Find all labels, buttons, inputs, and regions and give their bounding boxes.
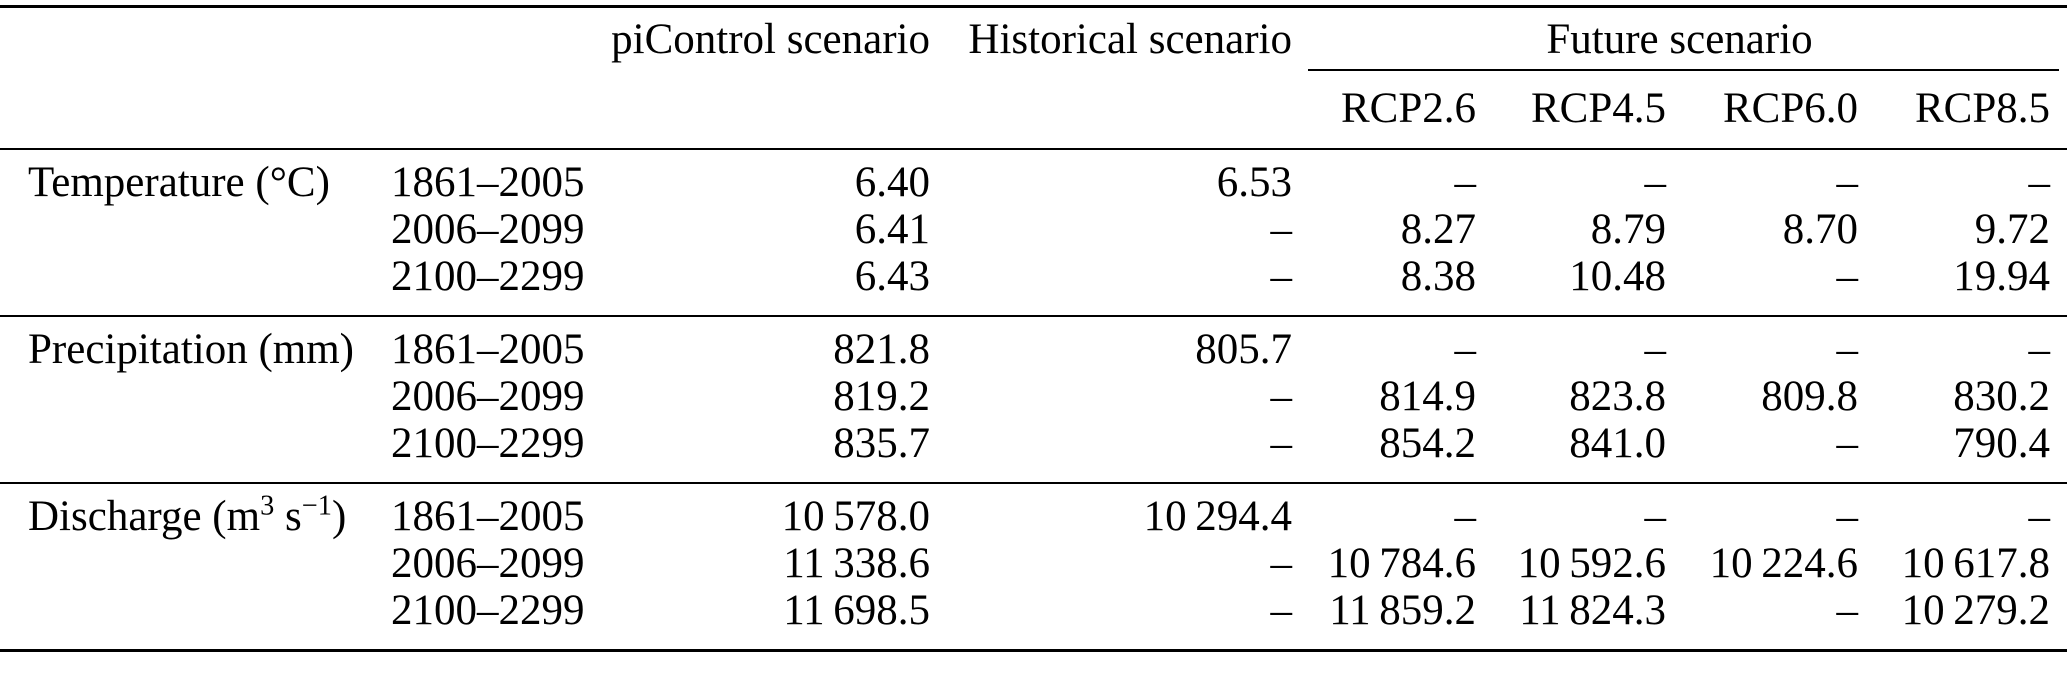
header-picontrol: piControl scenario: [611, 15, 930, 63]
cell-rcp26: –: [1454, 158, 1477, 206]
cell-rcp60: 10 224.6: [1709, 540, 1858, 588]
cell-rcp85: 10 617.8: [1901, 540, 2051, 588]
cell-rcp45: 8.79: [1590, 205, 1666, 253]
cell-rcp45: 10.48: [1569, 252, 1666, 300]
cell-rcp85: 9.72: [1974, 205, 2051, 253]
table-row: 2006–2099 819.2 – 814.9 823.8 809.8 830.…: [0, 372, 2067, 421]
table-row: 2100–2299 6.43 – 8.38 10.48 – 19.94: [0, 254, 2067, 316]
cell-rcp45: –: [1644, 493, 1667, 541]
cell-period: 1861–2005: [391, 325, 585, 373]
table-row: 2006–2099 6.41 – 8.27 8.79 8.70 9.72: [0, 205, 2067, 254]
cell-historical: 6.53: [1216, 158, 1292, 206]
cell-rcp26: 10 784.6: [1327, 540, 1476, 588]
cell-historical: –: [1270, 587, 1293, 635]
cell-rcp45: 823.8: [1569, 372, 1666, 420]
header-empty-cell: [0, 70, 1292, 150]
header-rcp85: RCP8.5: [1858, 70, 2067, 150]
header-rcp26: RCP2.6: [1292, 70, 1476, 150]
cell-rcp85: 19.94: [1953, 252, 2051, 300]
cell-rcp60: –: [1836, 493, 1859, 541]
cell-picontrol: 821.8: [833, 325, 930, 373]
cell-rcp60: –: [1836, 419, 1859, 467]
cell-picontrol: 835.7: [833, 419, 930, 467]
row-group-label-empty: [0, 421, 375, 483]
cell-rcp85: 10 279.2: [1901, 587, 2051, 635]
section-precipitation: Precipitation (mm) 1861–2005 821.8 805.7…: [0, 315, 2067, 483]
cell-rcp60: –: [1836, 252, 1859, 300]
cell-picontrol: 6.41: [854, 205, 930, 253]
cell-rcp85: –: [2028, 325, 2051, 373]
cell-rcp26: 854.2: [1379, 419, 1476, 467]
header-row-rcp: RCP2.6 RCP4.5 RCP6.0 RCP8.5: [0, 70, 2067, 150]
table-row: 2006–2099 11 338.6 – 10 784.6 10 592.6 1…: [0, 539, 2067, 588]
cell-rcp45: 10 592.6: [1517, 540, 1666, 588]
row-group-label-empty: [0, 539, 375, 588]
cell-picontrol: 11 698.5: [783, 587, 930, 635]
cell-rcp85: –: [2028, 158, 2051, 206]
cell-rcp60: –: [1836, 325, 1859, 373]
table-row: Discharge (m3 s−1) 1861–2005 10 578.0 10…: [0, 483, 2067, 539]
cell-rcp85: 790.4: [1953, 419, 2051, 467]
cell-period: 2100–2299: [391, 252, 585, 300]
cell-rcp45: –: [1644, 325, 1667, 373]
header-empty-cell: [0, 7, 590, 71]
row-group-label-empty: [0, 372, 375, 421]
cell-historical: 10 294.4: [1143, 493, 1292, 541]
cell-period: 1861–2005: [391, 493, 585, 541]
cell-rcp26: –: [1454, 325, 1477, 373]
table-header: piControl scenario Historical scenario F…: [0, 7, 2067, 150]
cell-historical: –: [1270, 252, 1293, 300]
cell-historical: –: [1270, 205, 1293, 253]
header-future: Future scenario: [1292, 7, 2067, 71]
row-group-label: Temperature (°C): [28, 158, 330, 206]
section-temperature: Temperature (°C) 1861–2005 6.40 6.53 – –…: [0, 149, 2067, 316]
cell-rcp60: –: [1836, 587, 1859, 635]
table-row: Temperature (°C) 1861–2005 6.40 6.53 – –…: [0, 149, 2067, 205]
cell-rcp26: –: [1454, 493, 1477, 541]
cell-historical: 805.7: [1195, 325, 1292, 373]
cell-picontrol: 6.40: [854, 158, 930, 206]
table-row: 2100–2299 11 698.5 – 11 859.2 11 824.3 –…: [0, 588, 2067, 651]
cell-rcp60: 8.70: [1782, 205, 1858, 253]
cell-period: 2006–2099: [391, 205, 585, 253]
cell-rcp45: 841.0: [1569, 419, 1666, 467]
header-row-scenarios: piControl scenario Historical scenario F…: [0, 7, 2067, 71]
cell-rcp45: –: [1644, 158, 1667, 206]
cell-rcp85: –: [2028, 493, 2051, 541]
cell-period: 2006–2099: [391, 540, 585, 588]
row-group-label: Precipitation (mm): [28, 325, 355, 373]
cell-rcp26: 814.9: [1379, 372, 1476, 420]
cell-picontrol: 819.2: [833, 372, 930, 420]
cell-rcp45: 11 824.3: [1519, 587, 1666, 635]
section-discharge: Discharge (m3 s−1) 1861–2005 10 578.0 10…: [0, 483, 2067, 651]
table-row: Precipitation (mm) 1861–2005 821.8 805.7…: [0, 316, 2067, 372]
scenario-results-table: piControl scenario Historical scenario F…: [0, 5, 2067, 653]
table-row: 2100–2299 835.7 – 854.2 841.0 – 790.4: [0, 421, 2067, 483]
cell-period: 2100–2299: [391, 587, 585, 635]
cell-rcp60: 809.8: [1761, 372, 1858, 420]
cell-historical: –: [1270, 372, 1293, 420]
header-rcp60: RCP6.0: [1666, 70, 1858, 150]
cell-rcp26: 8.27: [1400, 205, 1476, 253]
cell-rcp26: 11 859.2: [1329, 587, 1476, 635]
cell-picontrol: 11 338.6: [783, 540, 930, 588]
cell-picontrol: 10 578.0: [781, 493, 930, 541]
cell-picontrol: 6.43: [854, 252, 930, 300]
row-group-label: Discharge (m3 s−1): [28, 490, 347, 541]
cell-rcp26: 8.38: [1400, 252, 1476, 300]
row-group-label-empty: [0, 205, 375, 254]
cell-period: 2006–2099: [391, 372, 585, 420]
cell-period: 2100–2299: [391, 419, 585, 467]
header-rcp45: RCP4.5: [1476, 70, 1666, 150]
cell-historical: –: [1270, 419, 1293, 467]
cell-rcp60: –: [1836, 158, 1859, 206]
cell-rcp85: 830.2: [1953, 372, 2051, 420]
row-group-label-empty: [0, 588, 375, 651]
cell-historical: –: [1270, 540, 1293, 588]
row-group-label-empty: [0, 254, 375, 316]
header-historical: Historical scenario: [968, 15, 1292, 63]
cell-period: 1861–2005: [391, 158, 585, 206]
